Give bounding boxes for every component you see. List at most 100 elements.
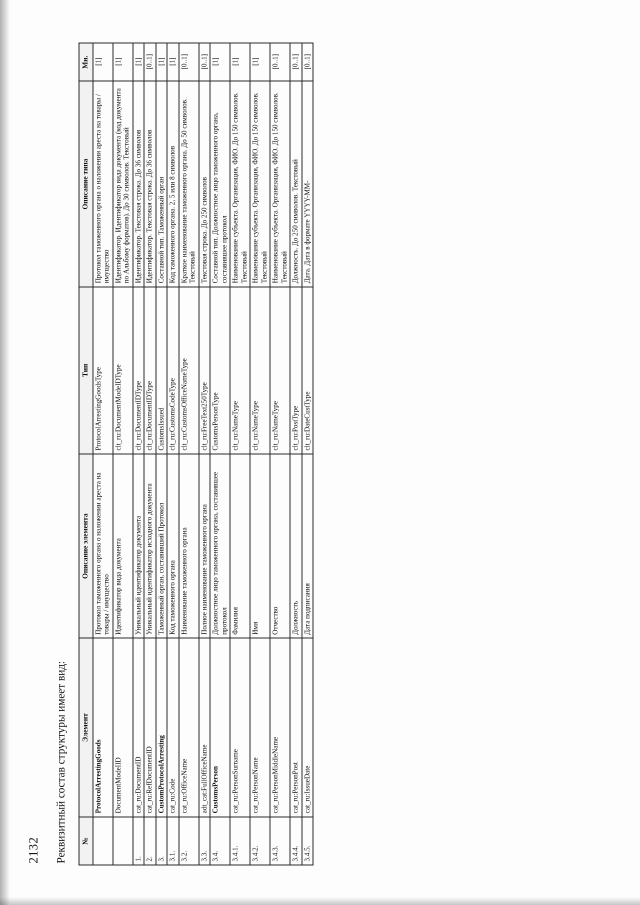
row-multiplicity: [1] [92,42,113,81]
row-type-description: Наименование субъекта. Организация, ФИО.… [229,80,250,287]
row-type-description: Наименование субъекта. Организация, ФИО.… [269,80,290,287]
row-element: cat_ru:RefDocumentID [143,637,156,817]
row-element-description: Имя [249,453,270,638]
row-element: CustomProtocolArresting [155,637,167,817]
row-type: clt_ru:CustomsOfficeNameType [178,286,199,454]
table-row: 2. cat_ru:RefDocumentID Уникальный идентиф… [143,42,156,865]
row-number: 3.4.3. [269,816,290,865]
table-row: 3.2. cat_ru:OfficeName Наименование таможе… [178,42,199,865]
row-multiplicity: [0..1] [301,42,313,81]
row-type-description: Дата. Дата в формате YYYY-MM- [301,80,313,287]
row-element: cat_ru:DocumentID [132,637,144,817]
table-header-row: № Элемент Описание элемента Тип Описание… [78,42,93,865]
row-element: cat_ru:PersonPost [289,637,302,817]
row-number: 3.4.5. [301,816,313,865]
row-element: CustomsPerson [209,637,230,817]
row-multiplicity: [1] [229,42,250,81]
row-number: 3.1. [166,816,179,865]
row-multiplicity: [0..1] [198,42,210,81]
row-number: 2. [143,816,156,865]
row-type-description: Наименование субъекта. Организация, ФИО.… [249,80,270,287]
row-number: 3.4.2. [249,816,270,865]
row-number: 3. [155,816,167,865]
row-multiplicity: [1] [166,42,179,81]
row-number [92,816,113,865]
row-element-description: Уникальный идентификатор документа [132,453,144,638]
row-type-description: Составной тип. Должностное лицо таможенн… [209,80,230,287]
row-number: 3.2. [178,816,199,865]
header-element: Элемент [78,637,93,817]
table-row: 3.4.2. cat_ru:PersonName Имя clt_ru:NameTyp… [249,42,270,865]
row-number: 3.3. [198,816,210,865]
row-element-description: Код таможенного органа [166,453,179,638]
row-type: ProtocolArrestingGoodsType [92,286,113,454]
row-element-description: Наименование таможенного органа [178,453,199,638]
header-multiplicity: Мн. [78,42,93,81]
header-type: Тип [78,286,93,454]
row-type-description: Текстовая строка. До 250 символов [198,80,210,287]
table-row: ProtocolArrestingGoods Протокол таможенно… [92,42,113,865]
row-element: cat_ru:PersonName [249,637,270,817]
row-type: clt_ru:NameType [229,286,250,454]
row-element: DocumentModeIID [112,637,133,817]
row-element: cat_ru:Code [166,637,179,817]
row-element-description: Отчество [269,453,290,638]
row-number: 3.4.1. [229,816,250,865]
row-number: 3.4. [209,816,230,865]
row-element: cat_ru:IssueDate [301,637,313,817]
row-element: cat_ru:PersonSurname [229,637,250,817]
page-number: 2132 [26,836,40,863]
row-element: adt_cat:FullOfficeName [198,637,210,817]
row-type: clt_ru:DocumentIDType [143,286,156,454]
row-type: clt_ru:PostType [289,286,302,454]
row-number: 1. [132,816,144,865]
row-element-description: Таможенный орган, составивший Протокол [155,453,167,638]
row-type: clt_ru:NameType [249,286,270,454]
row-multiplicity: [1] [249,42,270,81]
row-type: CustomsPersonType [209,286,230,454]
row-element: cat_ru:OfficeName [178,637,199,817]
table-row: 3.4.5. cat_ru:IssueDate Дата подписания clt… [301,42,313,865]
row-type-description: Краткое наименование таможенного органа.… [178,80,199,287]
row-element-description: Полное наименование таможенного органа [198,453,210,638]
row-multiplicity: [0..1] [178,42,199,81]
row-element-description: Должностное лицо таможенного органа, сос… [209,453,230,638]
row-multiplicity: [1] [155,42,167,81]
row-element-description: Должность [289,453,302,638]
row-multiplicity: [1] [209,42,230,81]
row-type: clt_ru:DocumentModeIDType [112,286,133,454]
header-num: № [78,816,93,865]
row-number: 3.4.4. [289,816,302,865]
row-type-description: Идентификатор. Текстовая строка. До 36 с… [143,80,156,287]
row-element: cat_ru:PersonMiddleName [269,637,290,817]
row-type: CustomsIssued [155,286,167,454]
table-row: 1. cat_ru:DocumentID Уникальный идентифика… [132,42,144,865]
row-type: clt_ru:DateCustType [301,286,313,454]
header-type-description: Описание типа [78,80,93,287]
row-type: clt_ru:FreeText250Type [198,286,210,454]
intro-paragraph: Реквизитный состав структуры имеет вид: [55,660,67,863]
table-row: 3.4.1. cat_ru:PersonSurname Фамилия clt_ru:… [229,42,250,865]
row-multiplicity: [1] [132,42,144,81]
row-type: clt_ru:NameType [269,286,290,454]
table-row: 3.4.3. cat_ru:PersonMiddleName Отчество clt… [269,42,290,865]
row-type-description: Протокол таможенного органа о наложении … [92,80,113,287]
row-type-description: Код таможенного органа. 2, 5 или 8 симво… [166,80,179,287]
row-multiplicity: [0..1] [143,42,156,81]
row-type: clt_ru:DocumentIDType [132,286,144,454]
row-element-description: Фамилия [229,453,250,638]
row-type-description: Составной тип. Таможенный орган [155,80,167,287]
row-multiplicity: [0..1] [269,42,290,81]
row-element-description: Дата подписания [301,453,313,638]
schema-table-body: ProtocolArrestingGoods Протокол таможенно… [92,42,313,865]
header-element-description: Описание элемента [78,453,93,638]
schema-table: № Элемент Описание элемента Тип Описание… [78,42,313,865]
row-type: clt_ru:CustomsCodeType [166,286,179,454]
row-element-description: Идентификатор вида документа [112,453,133,638]
row-multiplicity: [1] [112,42,133,81]
row-type-description: Идентификатор. Идентификатор вида докуме… [112,80,133,287]
table-row: DocumentModeIID Идентификатор вида докуме… [112,42,133,865]
row-number [112,816,133,865]
